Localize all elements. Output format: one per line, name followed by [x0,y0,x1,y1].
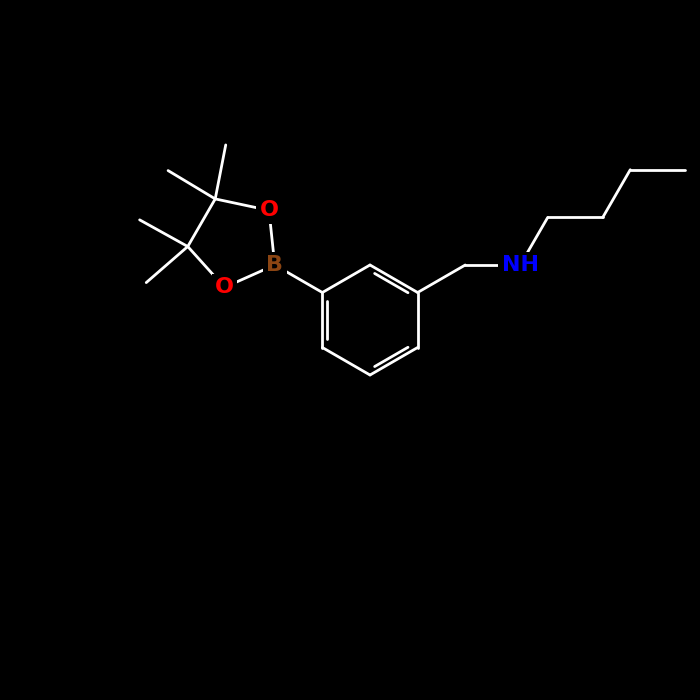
Text: NH: NH [502,255,539,275]
Text: O: O [260,200,279,220]
Text: B: B [266,255,284,275]
Text: O: O [215,277,234,297]
